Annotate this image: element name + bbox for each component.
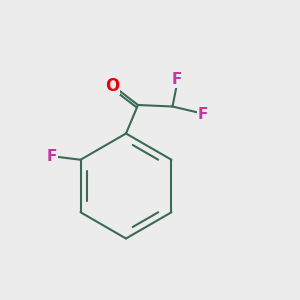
Text: O: O <box>105 76 120 94</box>
Text: F: F <box>197 106 208 122</box>
Text: F: F <box>172 72 182 87</box>
Text: F: F <box>47 149 57 164</box>
